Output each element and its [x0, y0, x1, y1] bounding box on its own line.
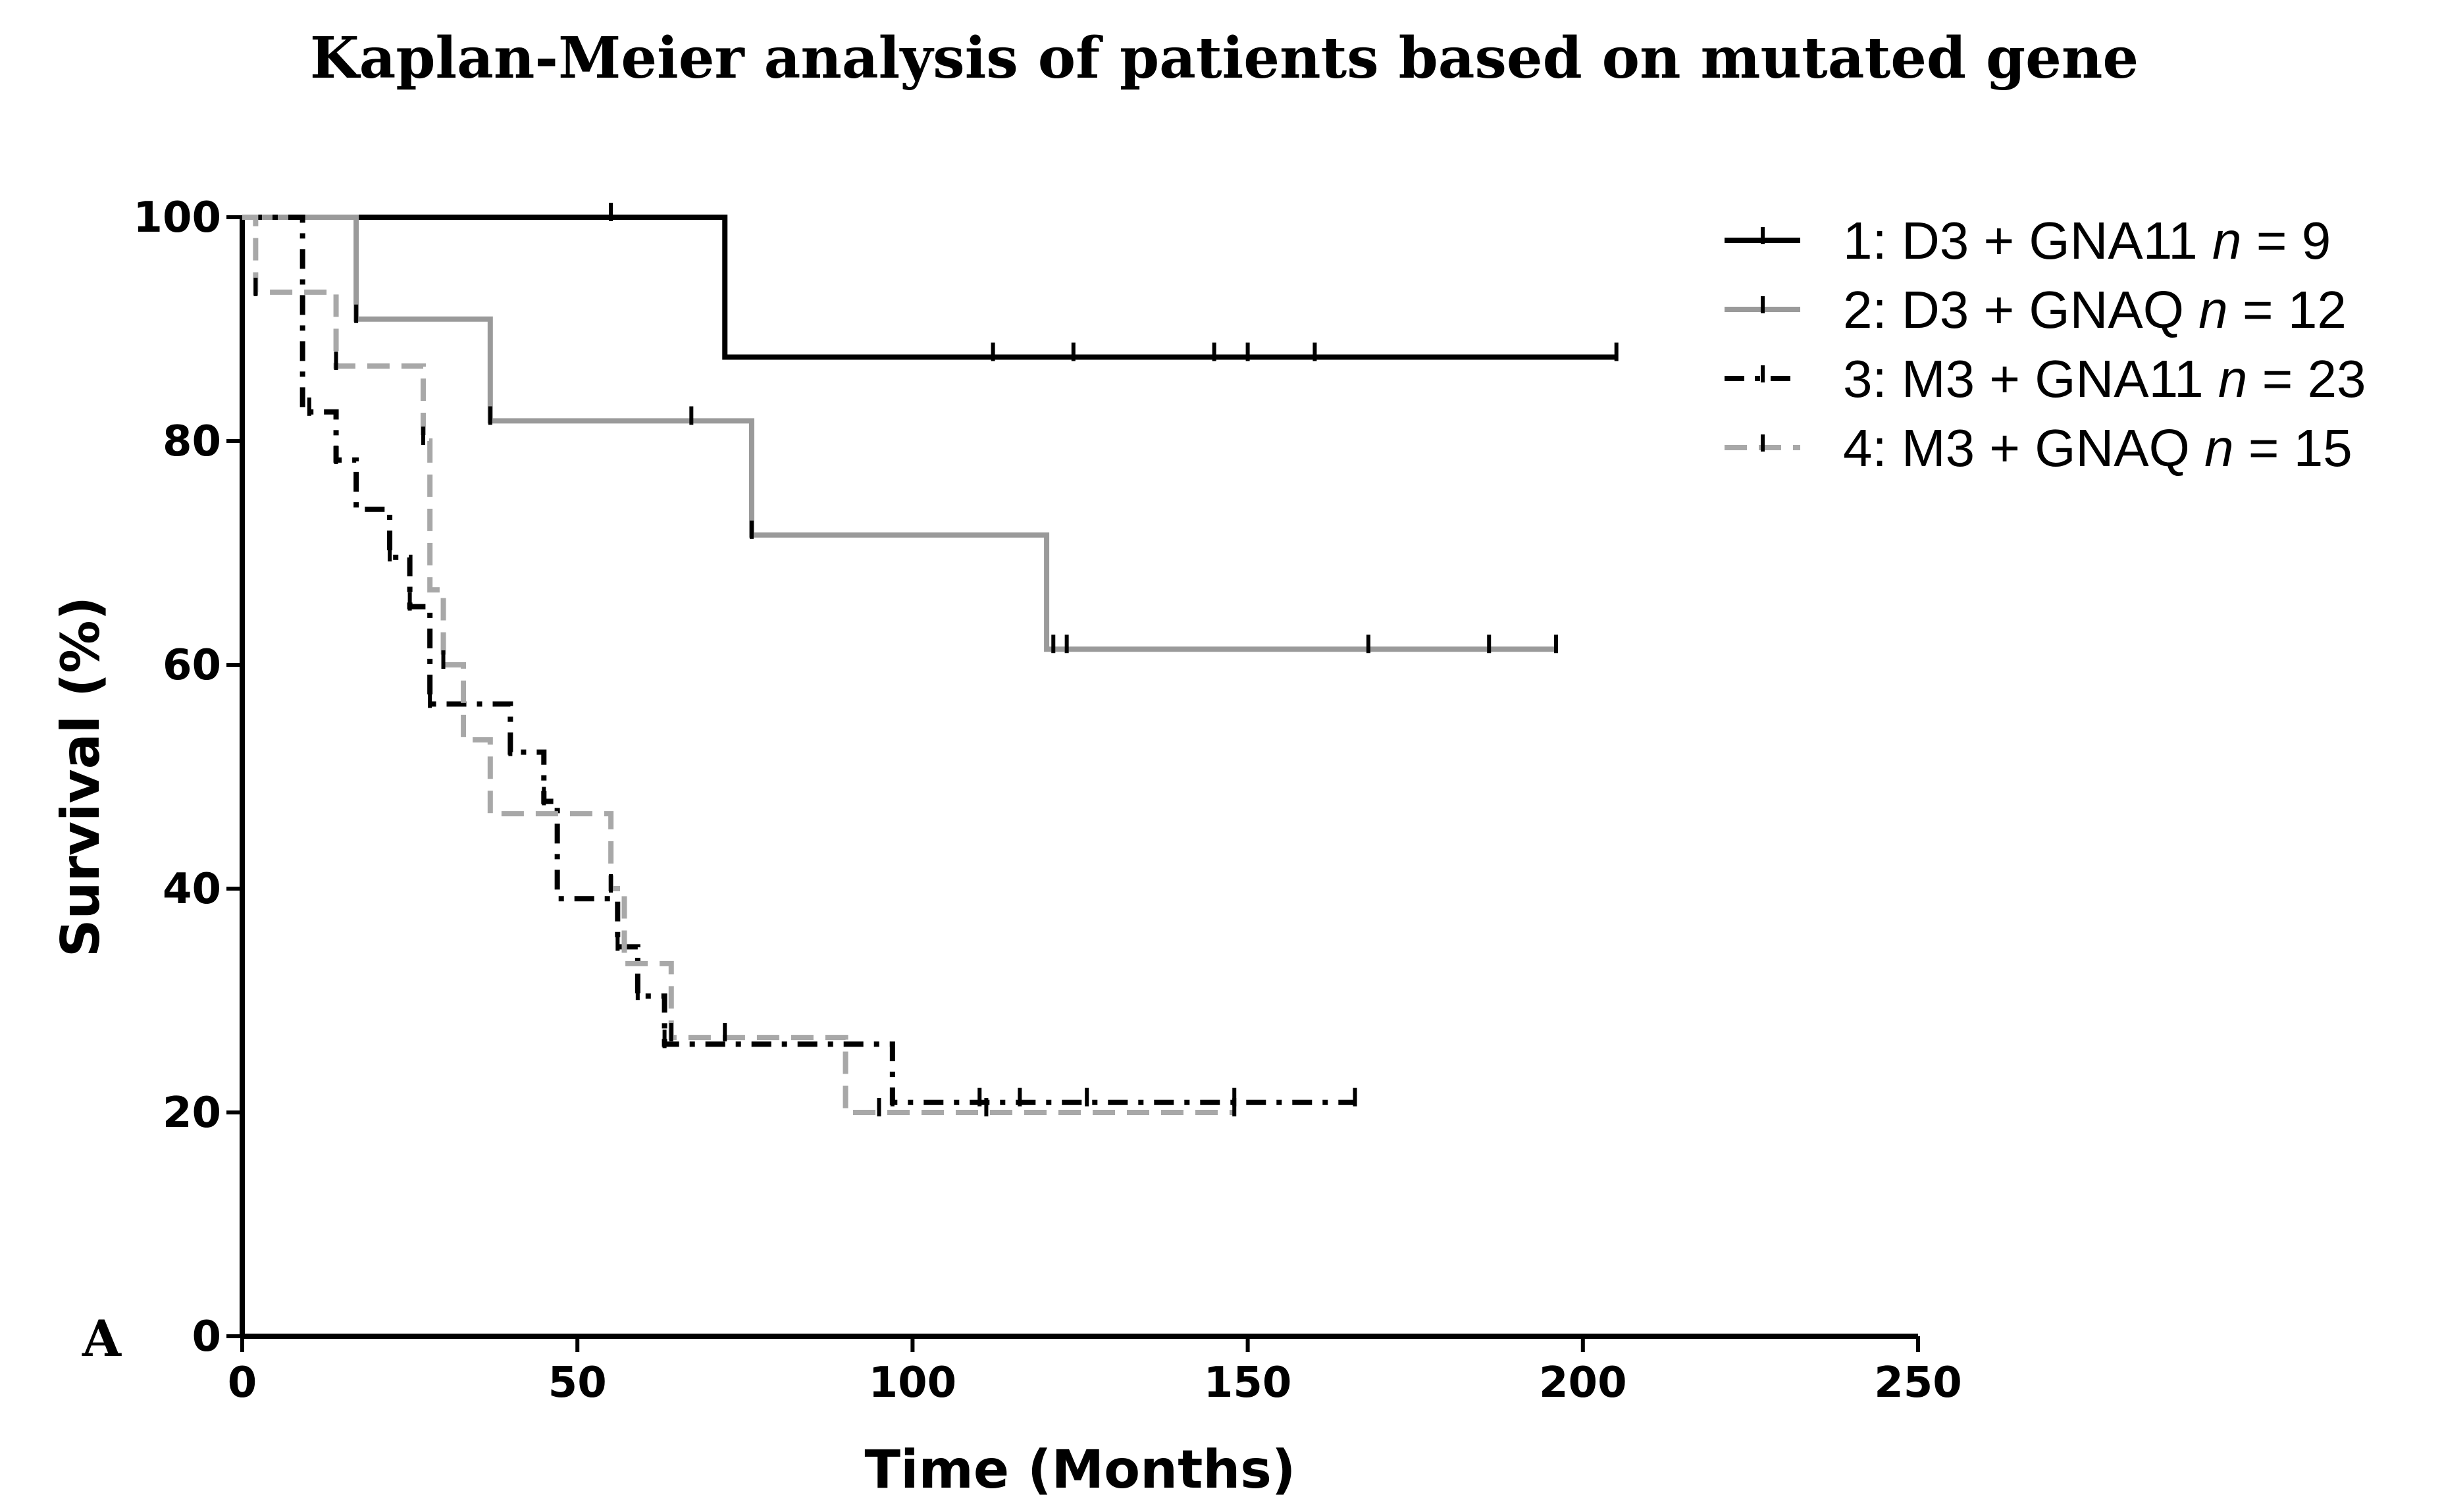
plot-area: 0 50 100 150 200 250 0 20 40 60 80 100 [133, 194, 1961, 1407]
legend-item-2: 2: D3 + GNAQ n = 12 [1725, 280, 2347, 339]
legend-label: 1: D3 + GNA11 n = 9 [1843, 211, 2331, 270]
legend-n-symbol: n [2212, 211, 2242, 270]
x-tick-label: 200 [1539, 1359, 1627, 1407]
y-tick-label: 100 [133, 194, 221, 242]
series-1 [242, 203, 1619, 361]
legend-n-value: = 15 [2234, 419, 2352, 477]
legend-n-symbol: n [2218, 350, 2248, 408]
legend-n-value: = 12 [2228, 280, 2347, 339]
legend: 1: D3 + GNA11 n = 92: D3 + GNAQ n = 123:… [1725, 211, 2366, 477]
legend-label: 4: M3 + GNAQ n = 15 [1843, 419, 2352, 477]
legend-n-symbol: n [2198, 280, 2228, 339]
y-tick-label: 40 [163, 865, 221, 914]
legend-item-4: 4: M3 + GNAQ n = 15 [1725, 419, 2352, 477]
series-2 [242, 215, 1559, 654]
panel-label: A [82, 1309, 122, 1368]
y-tick-label: 20 [163, 1089, 221, 1137]
series-3 [242, 215, 1357, 1107]
y-tick-label: 0 [192, 1313, 221, 1361]
legend-group-text: 4: M3 + GNAQ [1843, 419, 2204, 477]
legend-n-value: = 23 [2247, 350, 2366, 408]
x-tick-label: 0 [228, 1359, 257, 1407]
survival-curve [242, 215, 1557, 652]
legend-label: 3: M3 + GNA11 n = 23 [1843, 350, 2366, 408]
survival-curve [242, 215, 1355, 1105]
x-axis-ticks: 0 50 100 150 200 250 [228, 1336, 1962, 1407]
x-axis-title: Time (Months) [865, 1439, 1296, 1500]
x-tick-label: 100 [869, 1359, 957, 1407]
y-axis-title: Survival (%) [50, 596, 111, 957]
x-tick-label: 250 [1874, 1359, 1962, 1407]
chart-title: Kaplan-Meier analysis of patients based … [310, 25, 2139, 91]
legend-group-text: 2: D3 + GNAQ [1843, 280, 2198, 339]
survival-curve [242, 215, 1617, 360]
legend-n-value: = 9 [2242, 211, 2331, 270]
y-tick-label: 60 [163, 641, 221, 690]
legend-item-1: 1: D3 + GNA11 n = 9 [1725, 211, 2331, 270]
legend-label: 2: D3 + GNAQ n = 12 [1843, 280, 2347, 339]
legend-n-symbol: n [2204, 419, 2234, 477]
y-axis-ticks: 0 20 40 60 80 100 [133, 194, 242, 1361]
series-layer [242, 203, 1619, 1116]
survival-curve [242, 215, 1235, 1115]
x-tick-label: 150 [1204, 1359, 1292, 1407]
legend-group-text: 1: D3 + GNA11 [1843, 211, 2212, 270]
x-tick-label: 50 [548, 1359, 607, 1407]
series-4 [242, 215, 1237, 1116]
y-tick-label: 80 [163, 417, 221, 466]
legend-group-text: 3: M3 + GNA11 [1843, 350, 2218, 408]
legend-item-3: 3: M3 + GNA11 n = 23 [1725, 350, 2366, 408]
